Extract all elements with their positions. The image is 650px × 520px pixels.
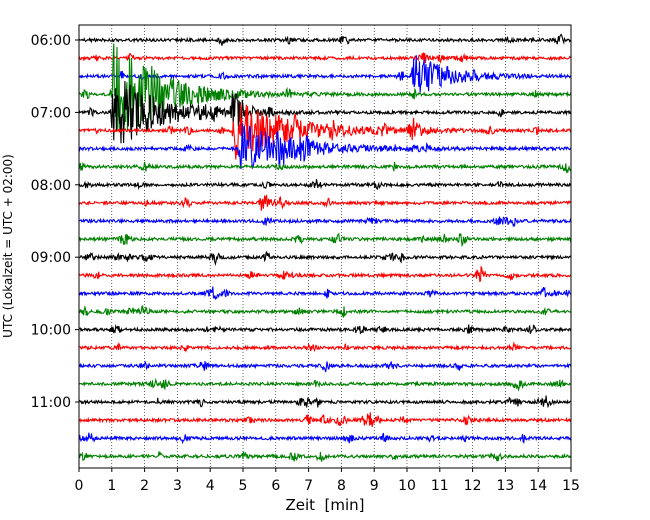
seismogram-traces (78, 33, 572, 462)
y-tick-label: 07:00 (31, 105, 71, 121)
x-tick-label: 3 (173, 478, 182, 494)
seismogram-trace-6 (78, 123, 572, 170)
x-tick-label: 7 (304, 478, 313, 494)
seismogram-trace-19 (78, 377, 572, 392)
y-tick-label: 10:00 (31, 323, 71, 339)
seismogram-trace-18 (78, 360, 572, 373)
x-tick-label: 13 (496, 478, 514, 494)
seismogram-trace-22 (78, 432, 572, 445)
x-tick-label: 8 (337, 478, 346, 494)
seismogram-trace-20 (78, 395, 572, 409)
seismogram-trace-0 (78, 33, 572, 46)
seismogram-trace-23 (78, 451, 572, 462)
seismogram-trace-5 (78, 103, 572, 160)
seismogram-trace-8 (78, 179, 572, 191)
x-tick-label: 9 (370, 478, 379, 494)
y-tick-label: 06:00 (31, 33, 71, 49)
seismogram-trace-1 (78, 52, 571, 65)
seismogram-trace-3 (78, 43, 572, 133)
seismogram-trace-10 (78, 216, 572, 228)
y-tick-label: 11:00 (31, 395, 71, 411)
y-axis-ticks: 06:00 07:00 08:00 09:00 10:00 11:00 (31, 33, 79, 411)
seismogram-trace-11 (78, 232, 572, 248)
seismogram-trace-7 (78, 161, 572, 175)
seismogram-trace-21 (78, 412, 572, 428)
x-tick-label: 4 (206, 478, 215, 494)
seismogram-trace-13 (78, 265, 572, 283)
y-axis-label: UTC (Lokalzeit = UTC + 02:00) (1, 154, 15, 338)
grid-lines (111, 25, 539, 468)
x-tick-label: 6 (271, 478, 280, 494)
x-tick-label: 15 (562, 478, 580, 494)
x-axis-label: Zeit [min] (285, 496, 364, 514)
seismogram-trace-16 (78, 323, 572, 335)
y-tick-label: 09:00 (31, 250, 71, 266)
seismogram-trace-9 (78, 194, 572, 211)
x-tick-label: 14 (529, 478, 547, 494)
plot-frame (78, 24, 572, 469)
seismogram-trace-15 (78, 305, 572, 318)
x-tick-label: 0 (75, 478, 84, 494)
x-tick-label: 10 (398, 478, 416, 494)
y-tick-label: 08:00 (31, 178, 71, 194)
x-tick-label: 11 (431, 478, 449, 494)
seismogram-trace-17 (78, 341, 572, 353)
seismogram-trace-4 (78, 80, 572, 144)
seismogram-trace-2 (78, 55, 572, 93)
x-axis-ticks: 0 1 2 3 4 5 6 7 8 9 10 11 12 13 14 15 (75, 468, 580, 494)
x-tick-label: 1 (107, 478, 116, 494)
x-tick-label: 5 (239, 478, 248, 494)
seismogram-trace-12 (78, 251, 572, 267)
seismogram-trace-14 (78, 286, 572, 301)
x-tick-label: 12 (464, 478, 482, 494)
x-tick-label: 2 (140, 478, 149, 494)
